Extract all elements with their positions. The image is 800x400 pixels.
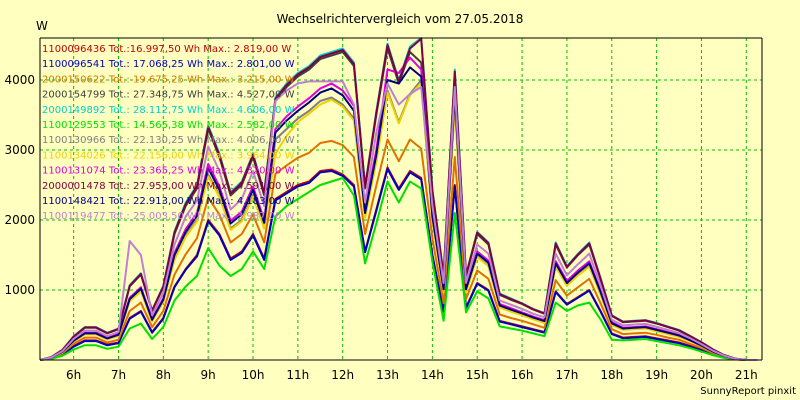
legend-entry-10: 2000001478 Tot.: 27.953,00 Wh Max.: 4.59… [42,181,295,192]
x-tick-label: 17h [555,368,578,382]
series-line-11 [39,66,758,361]
tick-labels: 6h 7h 8h 9h 10h 11h 12h 13h 14h 15h 16h 17h 18h 19h 20… [4,73,757,382]
series-line-12 [39,80,758,361]
x-tick-label: 11h [286,368,309,382]
x-tick-label: 9h [201,368,216,382]
series-lines [39,37,758,361]
x-tick-label: 20h [690,368,713,382]
x-tick-label: 12h [331,368,354,382]
y-axis-label: W [36,19,48,33]
legend-entry-11: 1100148421 Tot.: 22.913,00 Wh Max.: 4.18… [42,196,295,207]
legend-entry-7: 1100130966 Tot.: 22.130,25 Wh Max.: 4.00… [42,135,295,146]
x-tick-label: 14h [421,368,444,382]
y-tick-label: 3000 [4,143,35,157]
legend-entry-4: 2000154799 Tot.: 27.348,75 Wh Max.: 4.52… [42,90,295,101]
y-tick-label: 2000 [4,213,35,227]
footer-credit: SunnyReport pinxit [700,386,796,397]
x-tick-label: 19h [645,368,668,382]
x-tick-label: 8h [156,368,171,382]
y-tick-label: 4000 [4,73,35,87]
x-tick-label: 7h [111,368,126,382]
legend-entry-6: 1100129553 Tot.: 14.565,38 Wh Max.: 2.58… [42,120,295,131]
series-line-2 [39,167,758,361]
x-tick-label: 6h [66,368,81,382]
series-line-10 [39,37,758,361]
x-tick-label: 21h [735,368,758,382]
x-tick-label: 16h [511,368,534,382]
legend-entry-1: 1100096436 Tot.:16.997,50 Wh Max.: 2.819… [42,44,291,55]
legend-entry-2: 1100096541 Tot.: 17.068,25 Wh Max.: 2.80… [42,59,295,70]
legend-entry-12: 1100119477 Tot.: 25.003,50 Wh Max.: 3.98… [42,211,295,222]
x-tick-label: 15h [466,368,489,382]
y-tick-label: 1000 [4,283,35,297]
legend: 1100096436 Tot.:16.997,50 Wh Max.: 2.819… [42,44,295,222]
legend-entry-8: 1100134026 Tot.: 22.156,00 Wh Max.: 3.96… [42,150,295,161]
x-tick-label: 13h [376,368,399,382]
legend-entry-5: 2000149892 Tot.: 28.112,75 Wh Max.: 4.60… [42,105,295,116]
x-tick-label: 10h [242,368,265,382]
series-line-6 [39,177,758,361]
chart-title: Wechselrichtervergleich vom 27.05.2018 [277,12,524,26]
legend-entry-9: 1100131074 Tot.: 23.365,25 Wh Max.: 4.32… [42,166,295,177]
axes [39,37,763,361]
x-tick-label: 18h [600,368,623,382]
series-line-3 [39,138,758,361]
legend-entry-3: 2000150622 Tot.: 19.675,25 Wh Max.: 3.21… [42,74,295,85]
